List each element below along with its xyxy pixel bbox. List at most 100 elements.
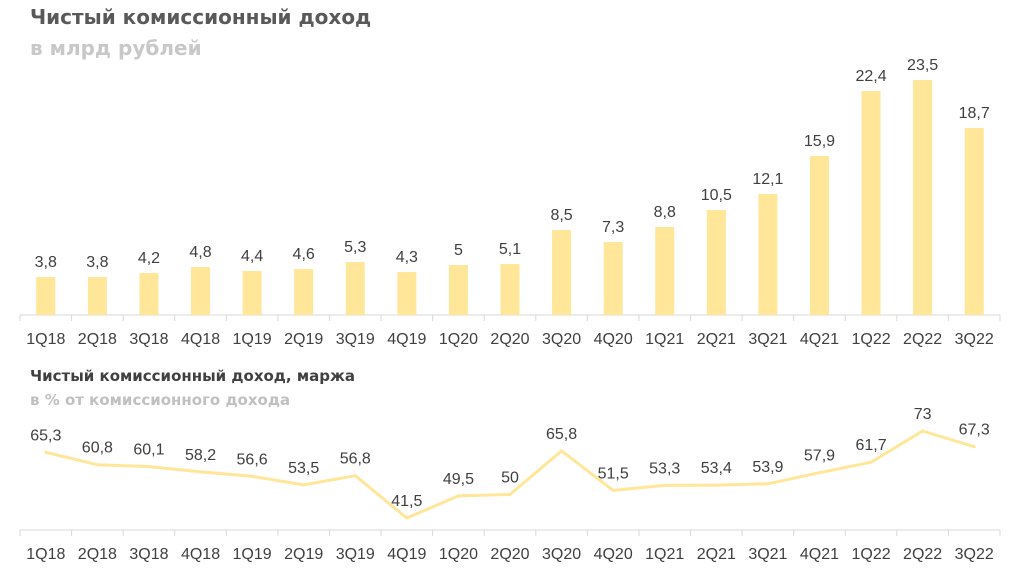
line-data-label: 53,3 — [649, 460, 680, 477]
chart1-x-tick-label: 3Q22 — [955, 331, 994, 348]
line-point — [766, 482, 770, 486]
chart2-x-tick-label: 2Q18 — [78, 546, 117, 563]
bar — [87, 277, 107, 315]
bar — [242, 271, 262, 315]
bar-data-label: 4,4 — [241, 248, 263, 265]
chart1-title: Чистый комиссионный доход — [30, 5, 372, 29]
chart1-x-tick-label: 3Q19 — [336, 331, 375, 348]
chart2-x-tick-label: 3Q19 — [336, 546, 375, 563]
chart1-x-tick-label: 1Q21 — [645, 331, 684, 348]
line-data-label: 56,8 — [340, 451, 371, 468]
chart2-x-tick-label: 3Q18 — [129, 546, 168, 563]
bar — [758, 194, 778, 315]
bar — [397, 272, 417, 315]
chart1-x-tick-label: 3Q21 — [748, 331, 787, 348]
line-data-label: 41,5 — [391, 493, 422, 510]
chart2-x-tick-label: 1Q18 — [26, 546, 65, 563]
bar — [809, 156, 829, 315]
bar — [706, 210, 726, 315]
chart1-x-tick-label: 1Q22 — [851, 331, 890, 348]
line-data-label: 53,4 — [701, 460, 732, 477]
chart2-x-tick-label: 4Q18 — [181, 546, 220, 563]
bar — [139, 273, 159, 315]
line-data-label: 67,3 — [959, 422, 990, 439]
chart2-x-tick-label: 4Q20 — [594, 546, 633, 563]
chart1-x-tick-label: 1Q20 — [439, 331, 478, 348]
bar — [964, 128, 984, 315]
bar — [36, 277, 56, 315]
bar-data-label: 3,8 — [35, 254, 57, 271]
line-point — [817, 471, 821, 475]
chart2-x-tick-label: 2Q19 — [284, 546, 323, 563]
line-data-label: 58,2 — [185, 447, 216, 464]
line-data-label: 49,5 — [443, 471, 474, 488]
chart1-x-tick-label: 2Q22 — [903, 331, 942, 348]
bar-data-label: 3,8 — [86, 254, 108, 271]
line-data-label: 61,7 — [855, 437, 886, 454]
line-data-label: 51,5 — [598, 465, 629, 482]
line-point — [302, 483, 306, 487]
chart2-x-tick-label: 1Q21 — [645, 546, 684, 563]
line-data-label: 57,9 — [804, 448, 835, 465]
chart1-x-tick-label: 1Q19 — [233, 331, 272, 348]
chart1-x-tick-label: 4Q19 — [387, 331, 426, 348]
chart2-x-tick-label: 3Q21 — [748, 546, 787, 563]
line-data-label: 56,6 — [237, 451, 268, 468]
bar-data-label: 8,8 — [654, 204, 676, 221]
chart1-x-tick-label: 2Q20 — [490, 331, 529, 348]
chart1-x-tick-label: 4Q21 — [800, 331, 839, 348]
bar-data-label: 12,1 — [752, 171, 783, 188]
chart2-x-tick-label: 1Q19 — [233, 546, 272, 563]
chart2-x-tick-label: 4Q19 — [387, 546, 426, 563]
bar — [913, 80, 933, 315]
chart1-x-tick-label: 3Q18 — [129, 331, 168, 348]
chart2-x-tick-label: 3Q22 — [955, 546, 994, 563]
chart2-x-tick-label: 2Q22 — [903, 546, 942, 563]
bar-data-label: 18,7 — [959, 105, 990, 122]
bar-data-label: 5,3 — [344, 239, 366, 256]
chart1-x-tick-label: 1Q18 — [26, 331, 65, 348]
chart2-x-tick-label: 1Q20 — [439, 546, 478, 563]
chart2-title: Чистый комиссионный доход, маржа — [30, 367, 355, 385]
chart2-x-tick-label: 3Q20 — [542, 546, 581, 563]
line-data-label: 73 — [914, 406, 932, 423]
line-data-label: 65,8 — [546, 426, 577, 443]
chart2-x-tick-label: 2Q20 — [490, 546, 529, 563]
chart1-x-tick-label: 4Q18 — [181, 331, 220, 348]
chart1-x-tick-label: 2Q21 — [697, 331, 736, 348]
line-point — [869, 460, 873, 464]
chart1-x-tick-label: 2Q19 — [284, 331, 323, 348]
bar — [655, 227, 675, 315]
bar-data-label: 15,9 — [804, 133, 835, 150]
line-point — [663, 483, 667, 487]
line-data-label: 50 — [501, 470, 519, 487]
bar-data-label: 4,8 — [189, 244, 211, 261]
chart1-x-tick-label: 2Q18 — [78, 331, 117, 348]
chart1-subtitle: в млрд рублей — [30, 36, 202, 60]
bar — [861, 91, 881, 315]
bar — [500, 264, 520, 315]
bar-data-label: 4,2 — [138, 250, 160, 267]
line-data-label: 60,1 — [133, 442, 164, 459]
bar-data-label: 5 — [454, 242, 463, 259]
line-point — [560, 449, 564, 453]
bar-data-label: 7,3 — [602, 219, 624, 236]
bar-data-label: 22,4 — [855, 68, 886, 85]
chart1-x-tick-label: 4Q20 — [594, 331, 633, 348]
line-point — [456, 494, 460, 498]
bar-data-label: 10,5 — [701, 187, 732, 204]
chart2-x-tick-label: 4Q21 — [800, 546, 839, 563]
line-point — [147, 465, 151, 469]
line-data-label: 53,5 — [288, 460, 319, 477]
bar — [345, 262, 365, 315]
chart2-x-tick-label: 1Q22 — [851, 546, 890, 563]
bar-data-label: 4,3 — [396, 249, 418, 266]
bar-data-label: 8,5 — [550, 207, 572, 224]
line-point — [250, 474, 254, 478]
line-point — [353, 474, 357, 478]
chart2-x-tick-label: 2Q21 — [697, 546, 736, 563]
bar — [603, 242, 623, 315]
bar-data-label: 5,1 — [499, 241, 521, 258]
bar-data-label: 4,6 — [293, 246, 315, 263]
